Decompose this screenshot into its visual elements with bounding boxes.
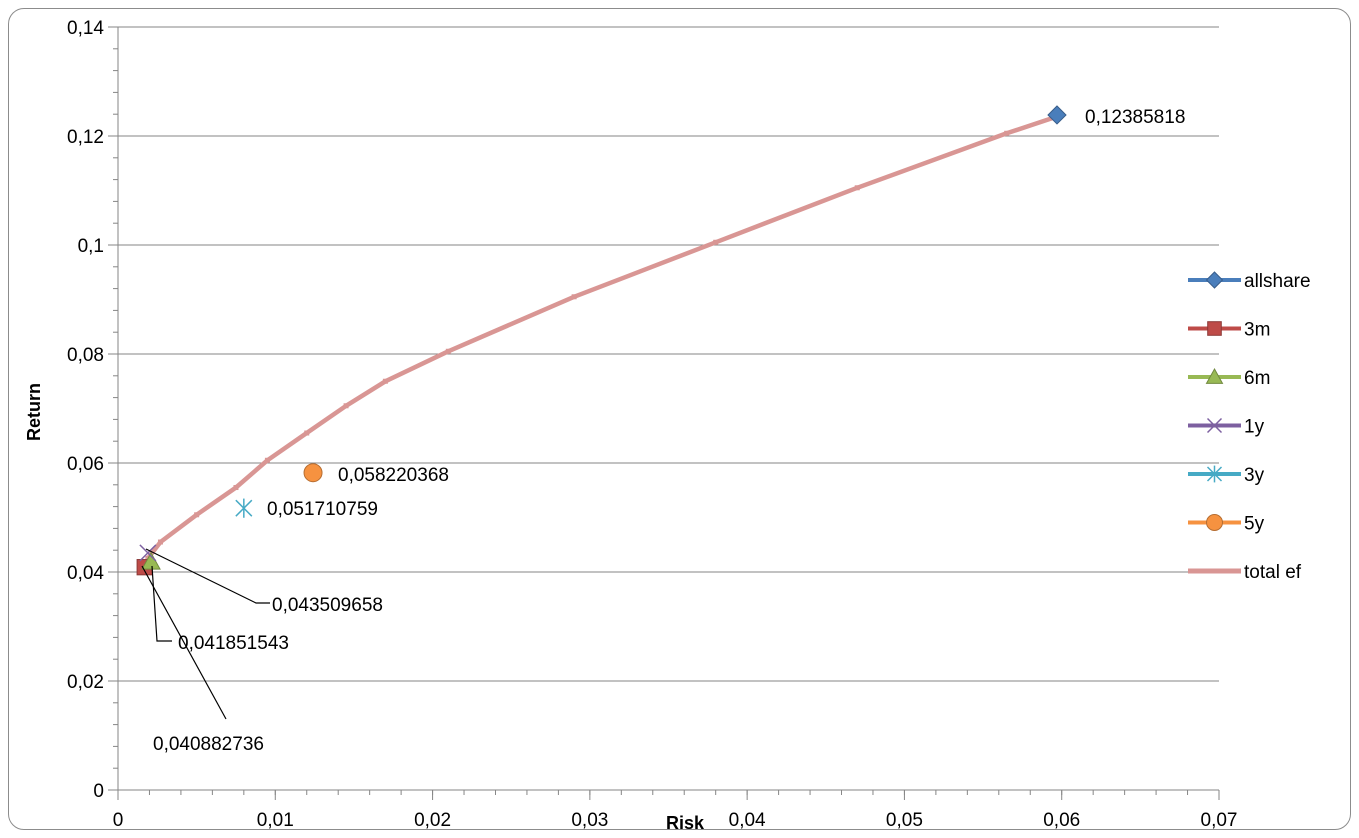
y-tick-label: 0 [93, 781, 104, 802]
data-labels: 0,12385818 0,040882736 0,041851543 0,043509… [141, 107, 1185, 755]
legend-label: 3y [1244, 465, 1265, 486]
y-tick-label: 0,08 [67, 345, 104, 366]
legend-swatch-marker [1205, 367, 1224, 384]
leader-line-1y [145, 548, 270, 604]
grid-lines [118, 26, 1219, 682]
series-allshare-point [1047, 105, 1067, 125]
legend-item-1y: 1y [1188, 417, 1265, 438]
series-total-ef-point [571, 294, 577, 300]
x-axis-title: Risk [666, 813, 705, 833]
series-total-ef-point [194, 512, 200, 518]
series-total-ef-point [304, 430, 310, 436]
series-total-ef-point [445, 348, 451, 354]
legend-item-total-ef: total ef [1188, 562, 1302, 583]
data-label-3y: 0,051710759 [267, 499, 378, 520]
data-label-allshare: 0,12385818 [1085, 107, 1185, 128]
marker-stroke [1206, 417, 1223, 434]
legend-swatch-marker [1206, 514, 1223, 531]
x-tick-label: 0,05 [886, 810, 923, 831]
legend-label: 1y [1244, 417, 1265, 438]
series-total-ef-point [264, 457, 270, 463]
legend-swatch-marker [1206, 465, 1223, 483]
series-layer [136, 105, 1067, 576]
y-tick-label: 0,1 [78, 236, 104, 257]
leader-line-6m [151, 565, 172, 642]
series-3y-point [235, 498, 253, 518]
legend-item-allshare: allshare [1188, 271, 1311, 292]
data-label-1y: 0,043509658 [272, 595, 383, 616]
y-tick-label: 0,04 [67, 563, 104, 584]
x-tick-label: 0 [113, 810, 124, 831]
series-total-ef-point [157, 539, 163, 545]
data-label-5y: 0,058220368 [338, 465, 449, 486]
legend-label: 5y [1244, 514, 1265, 535]
series-total-ef-point [854, 185, 860, 191]
legend-label: total ef [1244, 562, 1302, 583]
y-tick-label: 0,14 [67, 18, 104, 39]
series-total-ef-point [343, 403, 349, 409]
legend: allshare 3m 6m 1y 3y 5y total ef [1188, 271, 1311, 583]
y-axis-title: Return [24, 383, 44, 441]
legend-swatch-marker [1205, 271, 1224, 289]
legend-label: allshare [1244, 271, 1311, 292]
x-tick-label: 0,02 [414, 810, 451, 831]
y-tick-labels: 0 0,02 0,04 0,06 0,08 0,1 0,12 0,14 [67, 18, 104, 802]
series-1y-point [139, 544, 157, 562]
series-total-ef-point [233, 485, 239, 491]
legend-item-5y: 5y [1188, 514, 1265, 535]
x-tick-label: 0,03 [571, 810, 608, 831]
legend-label: 6m [1244, 368, 1270, 389]
y-tick-label: 0,06 [67, 454, 104, 475]
x-tick-label: 0,06 [1043, 810, 1080, 831]
chart-frame [8, 8, 1351, 830]
series-total-ef-point [382, 378, 388, 384]
y-tick-label: 0,12 [67, 127, 104, 148]
series-5y-point [303, 463, 323, 483]
axes [108, 26, 1220, 800]
x-tick-label: 0,04 [729, 810, 766, 831]
x-tick-labels: 0 0,01 0,02 0,03 0,04 0,05 0,06 0,07 [113, 810, 1238, 831]
data-label-6m: 0,041851543 [178, 633, 289, 654]
leader-line-3m [141, 565, 227, 720]
legend-item-3y: 3y [1188, 465, 1265, 486]
x-tick-label: 0,01 [257, 810, 294, 831]
series-total-ef-point [713, 239, 719, 245]
y-tick-label: 0,02 [67, 672, 104, 693]
legend-swatch-marker [1207, 321, 1222, 336]
x-tick-label: 0,07 [1201, 810, 1238, 831]
legend-label: 3m [1244, 320, 1270, 341]
series-total-ef-point [1004, 130, 1010, 136]
legend-swatch-marker [1206, 417, 1223, 434]
legend-item-3m: 3m [1188, 320, 1270, 341]
data-label-3m: 0,040882736 [153, 734, 264, 755]
series-total-ef-line [145, 112, 1064, 561]
marker-stroke [139, 544, 157, 562]
legend-item-6m: 6m [1188, 367, 1270, 389]
